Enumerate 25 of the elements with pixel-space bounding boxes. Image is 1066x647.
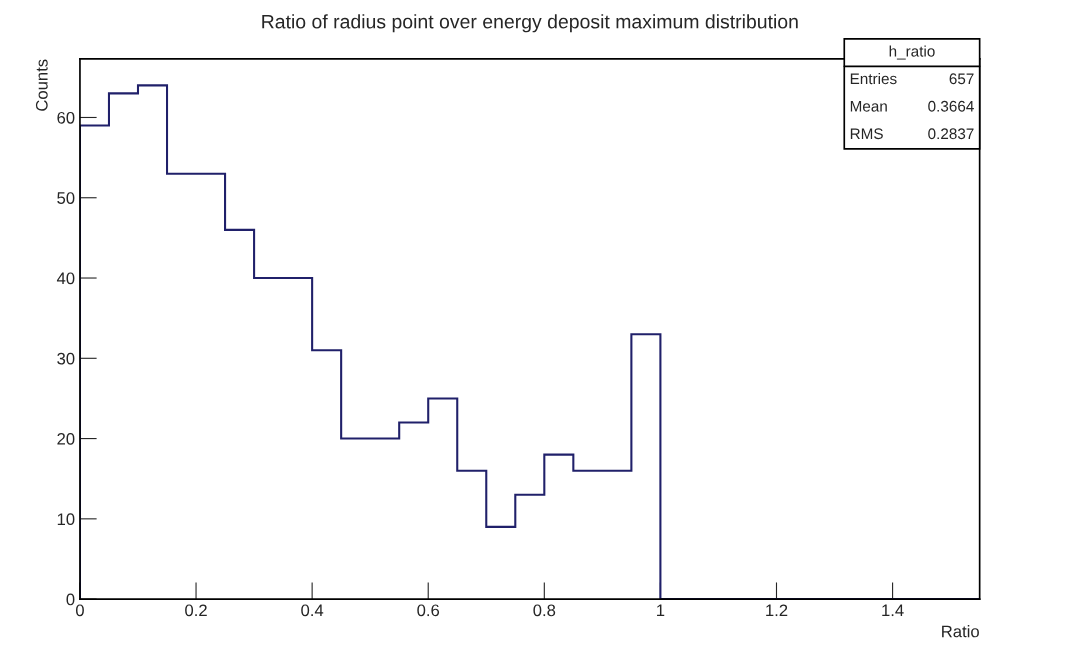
- x-tick-label: 1: [657, 604, 665, 617]
- x-tick-label: 1.4: [882, 604, 904, 617]
- annotation: 0.2837: [928, 128, 974, 140]
- x-tick-label: 0.2: [185, 604, 207, 617]
- y-tick-label: 30: [57, 352, 75, 365]
- y-tick-label: 40: [56, 272, 75, 285]
- annotation: RMS: [850, 128, 883, 140]
- y-axis-title: Counts: [35, 59, 48, 111]
- annotation: Entries: [850, 72, 897, 85]
- annotation: h_ratio: [889, 45, 935, 60]
- annotation: 0.3664: [928, 100, 974, 112]
- y-tick-label: 10: [57, 513, 75, 526]
- y-tick-label: 50: [57, 192, 75, 204]
- x-axis-title: Ratio: [942, 625, 979, 638]
- annotation: 657: [949, 73, 974, 85]
- x-tick-label: 0.4: [301, 604, 324, 617]
- chart-title: Ratio of radius point over energy deposit maximum distribution: [262, 14, 798, 33]
- x-tick-label: 0: [75, 604, 84, 617]
- x-tick-label: 0.6: [417, 604, 440, 617]
- annotation: Mean: [850, 101, 887, 112]
- y-tick-label: 60: [57, 111, 75, 124]
- y-tick-label: 0: [66, 593, 75, 606]
- x-tick-label: 1.2: [766, 604, 788, 617]
- y-tick-label: 20: [57, 432, 75, 445]
- x-tick-label: 0.8: [533, 604, 556, 617]
